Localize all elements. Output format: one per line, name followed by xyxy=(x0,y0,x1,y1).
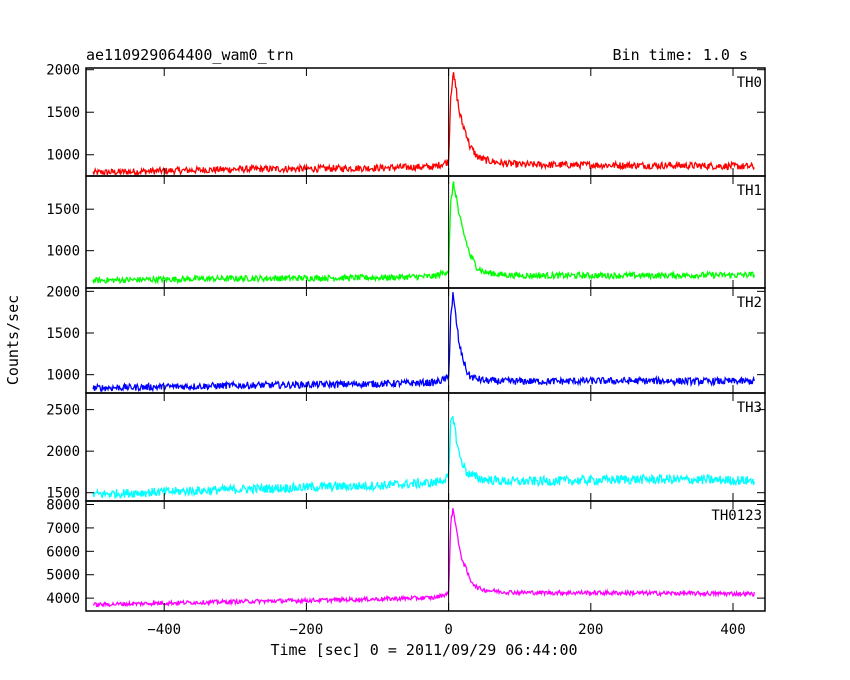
y-tick-label-th2-1000: 1000 xyxy=(46,368,80,384)
series-label-th0123: TH0123 xyxy=(711,508,762,524)
x-tick-label-400: 400 xyxy=(720,622,745,638)
y-tick-label-th3-1500: 1500 xyxy=(46,486,80,502)
bin-time-label: Bin time: 1.0 s xyxy=(613,46,748,64)
y-tick-label-th0123-4000: 4000 xyxy=(46,591,80,607)
chart-title: ae110929064400_wam0_trn xyxy=(86,46,294,64)
y-axis-label: Counts/sec xyxy=(4,295,22,385)
panel-frame-th2 xyxy=(85,287,766,394)
y-tick-label-th0123-5000: 5000 xyxy=(46,568,80,584)
series-line-th0 xyxy=(92,72,755,178)
x-tick-label-200: 200 xyxy=(578,622,603,638)
series-line-th3 xyxy=(92,415,755,500)
series-label-th3: TH3 xyxy=(737,400,762,416)
y-tick-label-th0-1500: 1500 xyxy=(46,105,80,121)
y-tick-label-th0123-6000: 6000 xyxy=(46,544,80,560)
x-tick-label--200: −200 xyxy=(290,622,324,638)
series-line-th1 xyxy=(92,181,755,285)
series-line-th2 xyxy=(92,292,755,393)
panel-frame-th0123 xyxy=(85,500,766,612)
panel-frame-th1 xyxy=(85,175,766,289)
y-tick-label-th0-1000: 1000 xyxy=(46,148,80,164)
y-tick-label-th0123-7000: 7000 xyxy=(46,521,80,537)
y-tick-label-th3-2500: 2500 xyxy=(46,403,80,419)
y-tick-label-th0123-8000: 8000 xyxy=(46,498,80,514)
panel-frame-th0 xyxy=(85,67,766,177)
y-tick-label-th1-1500: 1500 xyxy=(46,202,80,218)
y-tick-label-th1-1000: 1000 xyxy=(46,244,80,260)
y-tick-label-th2-1500: 1500 xyxy=(46,326,80,342)
x-axis-label: Time [sec] 0 = 2011/09/29 06:44:00 xyxy=(270,641,577,659)
y-tick-label-th3-2000: 2000 xyxy=(46,444,80,460)
x-tick-label-0: 0 xyxy=(444,622,452,638)
series-label-th0: TH0 xyxy=(737,75,762,91)
series-line-th0123 xyxy=(92,508,755,608)
series-label-th1: TH1 xyxy=(737,183,762,199)
series-label-th2: TH2 xyxy=(737,295,762,311)
x-tick-label--400: −400 xyxy=(147,622,181,638)
y-tick-label-th0-2000: 2000 xyxy=(46,63,80,79)
y-tick-label-th2-2000: 2000 xyxy=(46,284,80,300)
panels-group: 100015002000TH010001500TH1100015002000TH… xyxy=(46,63,766,638)
